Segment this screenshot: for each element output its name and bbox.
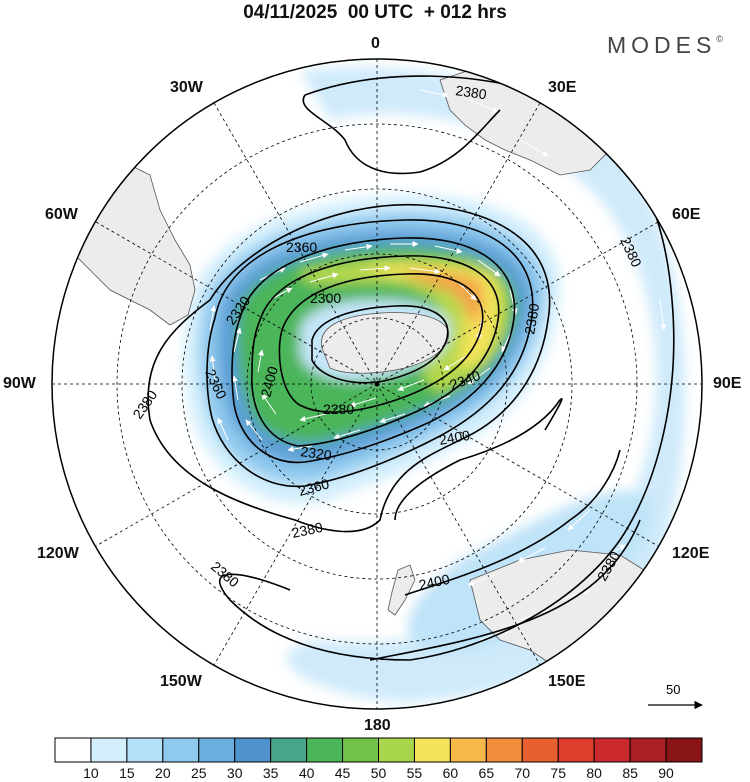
colorbar-swatch — [449, 737, 487, 763]
colorbar-swatch — [270, 737, 308, 763]
contour-label: 2360 — [286, 239, 317, 255]
contour-label: 2360 — [297, 475, 331, 499]
land-new-zealand — [387, 564, 416, 616]
lon-label-30w: 30W — [170, 79, 203, 96]
contour-2360 — [206, 219, 534, 488]
lon-label-120e: 120E — [672, 545, 710, 562]
lon-label-90e: 90E — [713, 375, 742, 392]
lon-label-60w: 60W — [45, 206, 78, 223]
colorbar-tick-label: 50 — [370, 765, 387, 781]
colorbar-swatch — [342, 737, 379, 763]
contour-2380-north — [302, 94, 501, 175]
colorbar-tick-label: 25 — [190, 765, 207, 781]
lon-label-150e: 150E — [548, 673, 586, 690]
colorbar-tick-label: 45 — [334, 765, 351, 781]
colorbar-swatch — [521, 737, 559, 763]
lon-label-120w: 120W — [37, 545, 79, 562]
contour-2280 — [311, 305, 449, 384]
contour-labels: 2380 2380 2380 2380 2380 2380 2380 2360 … — [129, 82, 645, 593]
lon-label-180: 180 — [364, 717, 391, 734]
brand-text: MODES — [607, 32, 717, 58]
colorbar-tick-label: 40 — [298, 765, 315, 781]
colorbar-swatch — [665, 737, 703, 763]
map-boundary — [51, 58, 703, 710]
colorbar-swatch — [90, 737, 128, 763]
brand-logo: MODES© — [607, 32, 723, 59]
lon-label-150w: 150W — [160, 673, 202, 690]
colorbar-tick-label: 20 — [155, 765, 171, 781]
colorbar-tick-label: 30 — [226, 765, 243, 781]
contour-2340 — [231, 237, 516, 464]
colorbar-tick-label: 90 — [658, 765, 674, 781]
lon-label-90w: 90W — [3, 375, 36, 392]
map-title: 04/11/2025 00 UTC + 012 hrs — [243, 2, 507, 23]
colorbar-swatch — [162, 737, 200, 763]
colorbar-tick-label: 65 — [478, 765, 495, 781]
contour-label: 2280 — [323, 401, 354, 417]
contour-label: 2400 — [257, 364, 281, 398]
colorbar-tick-label: 15 — [119, 765, 135, 781]
colorbar-tick-label: 35 — [262, 765, 279, 781]
contour-2380-inner — [147, 203, 551, 533]
lon-label-0: 0 — [371, 35, 380, 52]
contour-2380-right — [369, 519, 641, 661]
reference-vector: 50 — [648, 682, 703, 710]
contour-2400 — [394, 398, 563, 521]
contour-2320 — [251, 255, 500, 447]
colorbar-tick-label: 85 — [622, 765, 638, 781]
colorbar-swatch — [198, 737, 236, 763]
contour-label: 2380 — [521, 302, 542, 336]
colorbar-swatch — [54, 737, 92, 763]
colorbar-tick-label: 70 — [514, 765, 531, 781]
colorbar-swatch — [485, 737, 523, 763]
reference-vector-label: 50 — [666, 682, 680, 697]
colorbar-tick-label: 80 — [586, 765, 602, 781]
contour-label: 2380 — [290, 519, 324, 541]
colorbar-tick-label: 10 — [83, 765, 99, 781]
contour-label: 2300 — [310, 290, 341, 306]
colorbar-swatch — [593, 737, 631, 763]
south-pole-marker — [374, 381, 380, 387]
lon-label-30e: 30E — [548, 79, 577, 96]
colorbar-swatch — [378, 737, 415, 763]
contour-2300 — [278, 273, 484, 413]
contour-2400-low — [404, 449, 621, 596]
map-disk — [52, 59, 702, 709]
colorbar-swatch — [629, 737, 667, 763]
colorbar-swatch — [126, 737, 164, 763]
contour-label: 2400 — [417, 571, 451, 593]
contour-label: 2400 — [438, 427, 472, 448]
colorbar-swatch — [413, 737, 451, 763]
colorbar-swatch — [306, 737, 344, 763]
contour-label: 2320 — [300, 443, 333, 463]
colorbar-tick-label: 55 — [406, 765, 423, 781]
colorbar-tick-label: 75 — [550, 765, 567, 781]
colorbar-swatch — [557, 737, 595, 763]
wind-vectors — [209, 89, 667, 641]
colorbar-swatch — [234, 737, 272, 763]
contour-label: 2380 — [455, 82, 488, 102]
colorbar — [54, 737, 703, 763]
lon-label-60e: 60E — [672, 206, 701, 223]
colorbar-tick-label: 60 — [442, 765, 459, 781]
brand-mark: © — [716, 34, 723, 44]
